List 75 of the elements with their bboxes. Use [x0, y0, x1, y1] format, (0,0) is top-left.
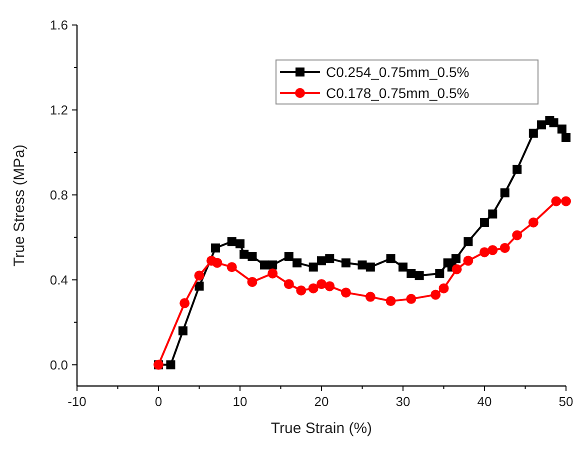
x-axis-title: True Strain (%)	[270, 420, 372, 437]
point	[386, 254, 396, 264]
point	[324, 281, 335, 292]
point	[325, 254, 334, 264]
point	[463, 256, 474, 266]
point	[438, 283, 449, 294]
point	[512, 164, 522, 174]
point	[284, 279, 294, 290]
point	[308, 262, 318, 272]
point	[430, 290, 441, 300]
point	[435, 268, 444, 278]
x-tick-label: -10	[68, 394, 86, 409]
point	[549, 118, 558, 128]
point	[178, 326, 188, 336]
point	[296, 285, 306, 296]
point	[340, 288, 351, 298]
point	[284, 252, 294, 261]
point	[414, 271, 424, 280]
point	[562, 133, 570, 142]
y-tick-label: 1.2	[50, 102, 68, 118]
y-tick-label: 0.8	[50, 187, 68, 202]
point	[500, 242, 510, 253]
x-tick-label: 0	[154, 394, 162, 409]
legend-label: C0.178_0.75mm_0.5%	[326, 85, 470, 101]
point	[317, 256, 326, 266]
point	[316, 279, 326, 290]
point	[365, 292, 376, 302]
x-tick-label: 20	[314, 394, 329, 409]
point	[500, 188, 510, 198]
point	[386, 296, 396, 306]
point	[248, 252, 257, 261]
point	[488, 245, 498, 256]
point	[366, 262, 375, 272]
point	[557, 124, 566, 134]
point	[480, 247, 490, 258]
x-tick-label: 10	[232, 394, 248, 409]
point	[406, 294, 416, 304]
point	[226, 262, 237, 272]
x-tick-label: 30	[396, 394, 410, 409]
point	[528, 128, 538, 138]
point	[292, 258, 302, 268]
point	[551, 196, 562, 206]
point	[451, 254, 460, 264]
point	[480, 218, 489, 227]
point	[227, 237, 236, 246]
point	[247, 276, 258, 287]
point	[452, 264, 462, 274]
point	[406, 268, 416, 278]
point	[488, 209, 498, 218]
point	[166, 360, 176, 370]
y-tick-label: 0.4	[50, 272, 68, 288]
point	[308, 283, 318, 294]
point	[240, 250, 249, 259]
point	[537, 120, 546, 130]
point	[194, 282, 204, 291]
x-tick-label: 50	[558, 394, 574, 409]
point	[561, 196, 571, 206]
y-axis-title: True Stress (MPa)	[11, 144, 28, 266]
point	[212, 258, 222, 268]
point	[341, 258, 350, 268]
x-tick-label: 40	[477, 394, 492, 409]
point	[268, 260, 278, 270]
point	[358, 260, 367, 270]
legend-label: C0.254_0.75mm_0.5%	[326, 64, 470, 80]
y-tick-label: 0.0	[50, 357, 68, 372]
point	[512, 230, 522, 240]
point	[398, 262, 408, 272]
point	[236, 239, 244, 248]
y-tick-label: 1.6	[50, 18, 68, 32]
point	[180, 298, 190, 308]
point	[211, 243, 220, 252]
point	[194, 270, 204, 281]
point	[464, 237, 473, 246]
point	[528, 217, 538, 228]
point	[268, 268, 278, 278]
